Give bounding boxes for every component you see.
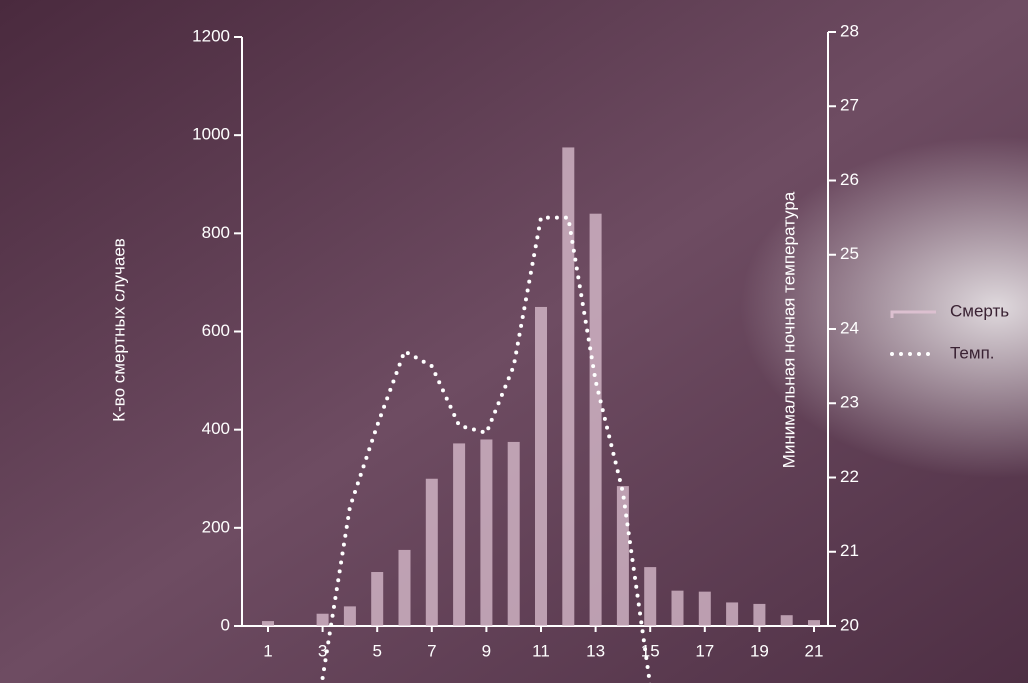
- bar: [781, 615, 793, 626]
- y2-tick-label: 24: [840, 318, 859, 337]
- bar: [644, 567, 656, 626]
- y2-tick-label: 27: [840, 96, 859, 115]
- x-tick-label: 9: [482, 641, 491, 660]
- y-tick-label: 0: [221, 615, 230, 634]
- bar: [699, 592, 711, 626]
- y2-axis-title: Минимальная ночная температура: [779, 191, 798, 468]
- y2-tick-label: 26: [840, 170, 859, 189]
- bar: [535, 307, 547, 626]
- y2-tick-label: 20: [840, 615, 859, 634]
- bar: [808, 620, 820, 626]
- chart: К-во смертных случаев Минимальная ночная…: [0, 0, 1028, 683]
- x-tick-label: 5: [372, 641, 381, 660]
- bar: [426, 479, 438, 626]
- y-tick-label: 600: [202, 321, 230, 340]
- y-tick-label: 400: [202, 419, 230, 438]
- y2-tick-label: 23: [840, 393, 859, 412]
- bar: [562, 147, 574, 626]
- x-tick-label: 21: [805, 641, 824, 660]
- y2-tick-label: 22: [840, 467, 859, 486]
- x-tick-label: 13: [586, 641, 605, 660]
- y-tick-label: 200: [202, 517, 230, 536]
- y-axis-title: К-во смертных случаев: [109, 238, 128, 422]
- y-tick-label: 800: [202, 223, 230, 242]
- y2-tick-label: 28: [840, 21, 859, 40]
- x-tick-label: 1: [263, 641, 272, 660]
- bar: [317, 614, 329, 626]
- x-tick-label: 19: [750, 641, 769, 660]
- y2-tick-label: 21: [840, 541, 859, 560]
- bar: [480, 439, 492, 626]
- bar: [344, 606, 356, 626]
- bar: [508, 442, 520, 626]
- x-tick-label: 11: [532, 641, 550, 660]
- bar: [590, 214, 602, 626]
- legend-label: Темп.: [950, 343, 995, 362]
- x-tick-label: 17: [695, 641, 714, 660]
- bar: [262, 621, 274, 626]
- bar: [399, 550, 411, 626]
- bar: [672, 591, 684, 626]
- bar: [753, 604, 765, 626]
- bar: [453, 443, 465, 626]
- legend-label: Смерть: [950, 301, 1009, 320]
- x-tick-label: 15: [641, 641, 660, 660]
- y-tick-label: 1000: [192, 125, 230, 144]
- bar: [617, 486, 629, 626]
- x-tick-label: 7: [427, 641, 436, 660]
- bar: [371, 572, 383, 626]
- bar: [726, 602, 738, 626]
- y-tick-label: 1200: [192, 26, 230, 45]
- y2-tick-label: 25: [840, 244, 859, 263]
